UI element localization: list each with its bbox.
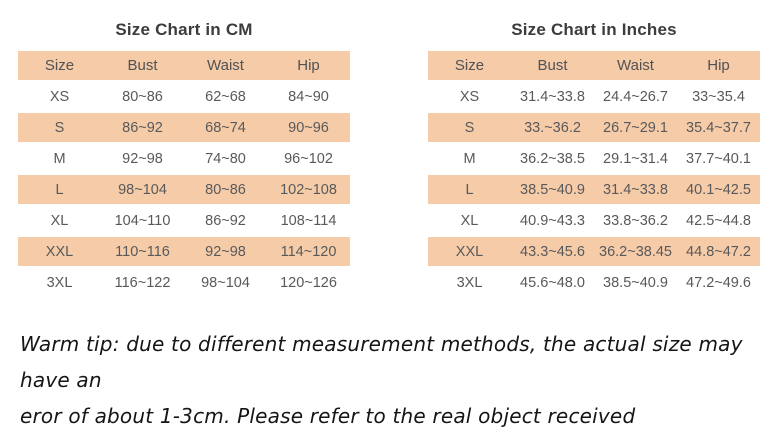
- size-cell: L: [55, 181, 64, 198]
- size-cell: 35.4~37.7: [686, 119, 751, 136]
- header-row: Size Bust Waist Hip: [428, 51, 760, 80]
- table-row: XS 80~86 62~68 84~90: [18, 82, 350, 111]
- size-cell: 62~68: [205, 88, 246, 105]
- column-header: Hip: [297, 57, 320, 74]
- size-cell: 120~126: [280, 274, 337, 291]
- column-header: Size: [454, 57, 485, 74]
- size-cell: 96~102: [284, 150, 333, 167]
- size-cell: 90~96: [288, 119, 329, 136]
- column-header: Waist: [207, 57, 244, 74]
- size-cell: 84~90: [288, 88, 329, 105]
- size-cell: XL: [50, 212, 69, 229]
- warm-tip-line-2: eror of about 1-3cm. Please refer to the…: [20, 404, 636, 428]
- table-row: S 86~92 68~74 90~96: [18, 113, 350, 142]
- size-cell: 47.2~49.6: [686, 274, 751, 291]
- size-chart-inches-title: Size Chart in Inches: [511, 20, 677, 39]
- size-table-cm-body: XS 80~86 62~68 84~90 S 86~92 68~74 90~96 M 92~98 7…: [18, 82, 350, 297]
- size-table-cm: Size Bust Waist Hip XS 80~86 62~68 84~90 S 86~92…: [18, 49, 350, 299]
- column-header: Hip: [707, 57, 730, 74]
- size-cell: 36.2~38.5: [520, 150, 585, 167]
- size-cell: 86~92: [122, 119, 163, 136]
- size-chart-cm-title: Size Chart in CM: [115, 20, 253, 39]
- size-cell: S: [464, 119, 475, 136]
- column-header: Waist: [617, 57, 654, 74]
- size-cell: 45.6~48.0: [520, 274, 585, 291]
- size-cell: 3XL: [46, 274, 73, 291]
- column-header: Bust: [127, 57, 158, 74]
- size-cell: 108~114: [280, 212, 337, 229]
- size-cell: 102~108: [280, 181, 337, 198]
- warm-tip-line-1: Warm tip: due to different measurement m…: [20, 332, 743, 392]
- size-cell: 31.4~33.8: [603, 181, 668, 198]
- size-table-inches-head: Size Bust Waist Hip: [428, 51, 760, 80]
- size-cell: 31.4~33.8: [520, 88, 585, 105]
- size-cell: 24.4~26.7: [603, 88, 668, 105]
- table-row: M 36.2~38.5 29.1~31.4 37.7~40.1: [428, 144, 760, 173]
- size-chart-cm: Size Chart in CM Size Bust Waist Hip XS 80~8…: [18, 20, 350, 299]
- table-row: 3XL 45.6~48.0 38.5~40.9 47.2~49.6: [428, 268, 760, 297]
- size-cell: 44.8~47.2: [686, 243, 751, 260]
- size-cell: 40.1~42.5: [686, 181, 751, 198]
- size-cell: 26.7~29.1: [603, 119, 668, 136]
- header-row: Size Bust Waist Hip: [18, 51, 350, 80]
- size-cell: 68~74: [205, 119, 246, 136]
- size-cell: 33~35.4: [692, 88, 745, 105]
- table-row: M 92~98 74~80 96~102: [18, 144, 350, 173]
- column-header: Bust: [537, 57, 568, 74]
- size-table-inches: Size Bust Waist Hip XS 31.4~33.8 24.4~26.7 33~…: [428, 49, 760, 299]
- size-cell: L: [465, 181, 474, 198]
- column-header: Size: [44, 57, 75, 74]
- size-cell: 3XL: [456, 274, 483, 291]
- size-cell: 80~86: [122, 88, 163, 105]
- size-cell: XS: [49, 88, 70, 105]
- table-row: XXL 43.3~45.6 36.2~38.45 44.8~47.2: [428, 237, 760, 266]
- table-row: XS 31.4~33.8 24.4~26.7 33~35.4: [428, 82, 760, 111]
- size-cell: 92~98: [205, 243, 246, 260]
- size-cell: 110~116: [115, 243, 170, 260]
- size-table-inches-body: XS 31.4~33.8 24.4~26.7 33~35.4 S 33.~36.2 26.7…: [428, 82, 760, 297]
- size-cell: M: [463, 150, 476, 167]
- warm-tip-note: Warm tip: due to different measurement m…: [20, 326, 760, 434]
- size-cell: XS: [459, 88, 480, 105]
- table-row: 3XL 116~122 98~104 120~126: [18, 268, 350, 297]
- table-row: XXL 110~116 92~98 114~120: [18, 237, 350, 266]
- size-chart-inches: Size Chart in Inches Size Bust Waist Hip XS…: [428, 20, 760, 299]
- table-row: L 98~104 80~86 102~108: [18, 175, 350, 204]
- size-cell: 86~92: [205, 212, 246, 229]
- size-cell: 33.~36.2: [524, 119, 581, 136]
- size-cell: 80~86: [205, 181, 246, 198]
- table-row: XL 104~110 86~92 108~114: [18, 206, 350, 235]
- size-cell: 37.7~40.1: [686, 150, 751, 167]
- size-cell: 38.5~40.9: [603, 274, 668, 291]
- size-cell: 116~122: [114, 274, 171, 291]
- size-cell: 36.2~38.45: [599, 243, 672, 260]
- table-row: S 33.~36.2 26.7~29.1 35.4~37.7: [428, 113, 760, 142]
- size-cell: 43.3~45.6: [520, 243, 585, 260]
- size-cell: 114~120: [280, 243, 337, 260]
- table-row: L 38.5~40.9 31.4~33.8 40.1~42.5: [428, 175, 760, 204]
- size-cell: 74~80: [205, 150, 246, 167]
- size-cell: 38.5~40.9: [520, 181, 585, 198]
- size-cell: 98~104: [118, 181, 167, 198]
- size-table-cm-head: Size Bust Waist Hip: [18, 51, 350, 80]
- size-cell: 98~104: [201, 274, 250, 291]
- size-cell: 104~110: [114, 212, 171, 229]
- size-cell: XXL: [45, 243, 74, 260]
- size-cell: M: [53, 150, 66, 167]
- size-cell: 33.8~36.2: [603, 212, 668, 229]
- size-cell: XXL: [455, 243, 484, 260]
- size-cell: 92~98: [122, 150, 163, 167]
- size-cell: 42.5~44.8: [686, 212, 751, 229]
- size-cell: 29.1~31.4: [603, 150, 668, 167]
- size-cell: S: [54, 119, 65, 136]
- size-cell: XL: [460, 212, 479, 229]
- table-row: XL 40.9~43.3 33.8~36.2 42.5~44.8: [428, 206, 760, 235]
- size-cell: 40.9~43.3: [520, 212, 585, 229]
